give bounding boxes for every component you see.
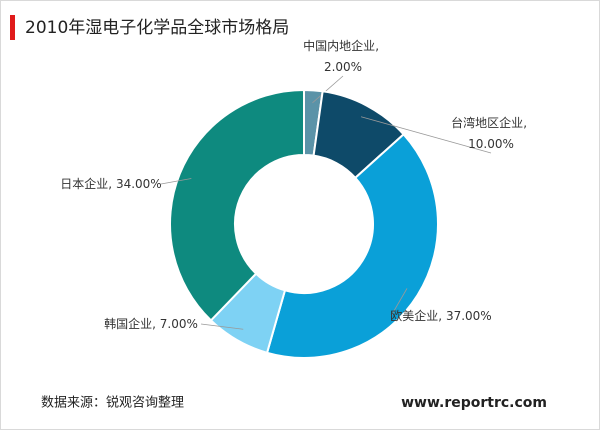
website: www.reportrc.com [401, 395, 547, 411]
label-separator: , [438, 309, 446, 323]
donut-slice [169, 88, 305, 322]
category-label: 韩国企业 [104, 316, 152, 331]
leader-line [200, 323, 244, 330]
data-label: 台湾地区企业, 10.00% [451, 115, 531, 151]
data-label: 日本企业, 34.00% [60, 176, 161, 191]
data-label: 韩国企业, 7.00% [104, 316, 198, 331]
category-label: 中国内地企业 [303, 38, 375, 53]
leader-line [360, 116, 492, 154]
category-label: 欧美企业 [390, 308, 438, 323]
value-label: 2.00% [324, 60, 362, 74]
data-label: 中国内地企业, 2.00% [303, 38, 383, 74]
category-label: 日本企业 [60, 176, 108, 191]
leader-line [390, 288, 408, 317]
value-label: 10.00% [468, 137, 514, 151]
value-label: 37.00% [446, 309, 492, 323]
value-label: 7.00% [160, 317, 198, 331]
chart-title: 2010年湿电子化学品全球市场格局 [25, 18, 289, 38]
data-label: 欧美企业, 37.00% [390, 308, 491, 323]
value-label: 34.00% [116, 177, 162, 191]
category-label: 台湾地区企业 [451, 115, 523, 130]
leader-line [312, 75, 344, 104]
donut-slice [265, 132, 439, 359]
label-separator: , [108, 177, 116, 191]
label-separator: , [152, 317, 160, 331]
label-separator: , [375, 39, 383, 53]
label-separator: , [523, 116, 531, 130]
title-marker [10, 15, 15, 40]
source-note: 数据来源：锐观咨询整理 [41, 396, 184, 411]
leader-line [160, 178, 192, 185]
